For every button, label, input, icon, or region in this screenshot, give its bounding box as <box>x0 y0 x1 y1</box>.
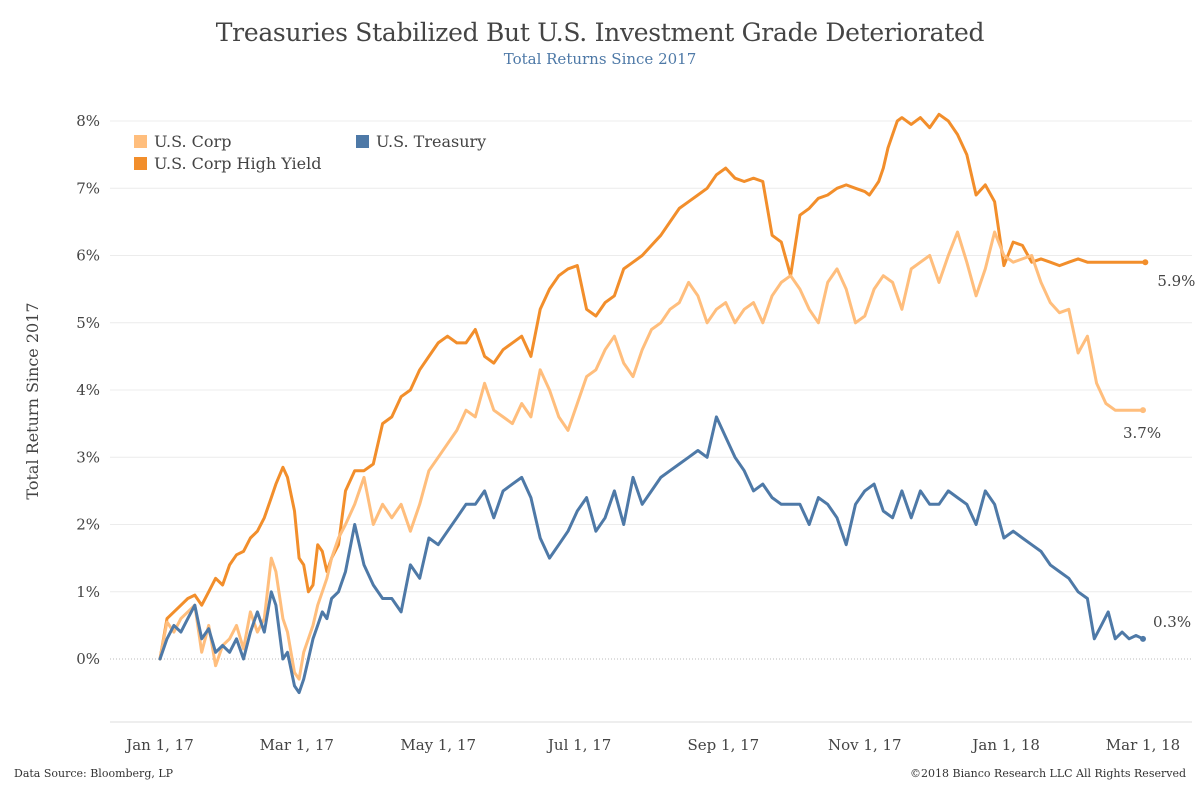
copyright: ©2018 Bianco Research LLC All Rights Res… <box>910 767 1186 780</box>
x-axis-ticks: Jan 1, 17 Mar 1, 17 May 1, 17 Jul 1, 17 Sep … <box>110 721 1192 754</box>
gridlines <box>110 120 1192 593</box>
legend-label-u-s-corp-high-yield: U.S. Corp High Yield <box>154 154 321 173</box>
end-label-u-s-corp: 3.7% <box>1123 424 1161 442</box>
end-labels: 5.9% 3.7% 0.3% <box>1123 259 1195 642</box>
legend-swatch-u-s-treasury <box>356 135 369 148</box>
end-label-u-s-treasury: 0.3% <box>1153 613 1191 631</box>
y-tick-label: 8% <box>76 112 100 130</box>
series-line-u-s-treasury <box>158 415 1145 695</box>
x-tick-label: Jan 1, 18 <box>970 736 1040 754</box>
end-point-u-s-corp <box>1140 407 1146 414</box>
x-tick-label: Mar 1, 18 <box>1106 736 1180 754</box>
end-point-u-s-corp-high-yield <box>1142 259 1149 266</box>
series-lines <box>158 112 1147 695</box>
y-axis-label: Total Return Since 2017 <box>23 302 42 499</box>
end-point-u-s-treasury <box>1140 635 1146 642</box>
y-axis-ticks: 0% 1% 2% 3% 4% 5% 6% 7% 8% <box>76 112 100 668</box>
legend-label-u-s-corp: U.S. Corp <box>154 132 231 151</box>
y-tick-label: 3% <box>76 448 100 466</box>
legend-label-u-s-treasury: U.S. Treasury <box>376 132 486 151</box>
y-tick-label: 0% <box>76 650 100 668</box>
data-source: Data Source: Bloomberg, LP <box>14 767 174 780</box>
legend-swatch-u-s-corp <box>134 135 147 148</box>
x-tick-label: May 1, 17 <box>400 736 476 754</box>
x-tick-label: Jan 1, 17 <box>124 736 194 754</box>
y-tick-label: 6% <box>76 247 100 265</box>
y-tick-label: 2% <box>76 516 100 534</box>
x-tick-label: Nov 1, 17 <box>828 736 902 754</box>
y-tick-label: 7% <box>76 179 100 197</box>
x-tick-label: Sep 1, 17 <box>688 736 760 754</box>
series-line-u-s-corp-high-yield <box>158 112 1147 661</box>
y-tick-label: 1% <box>76 583 100 601</box>
series-line-u-s-corp <box>158 230 1145 681</box>
x-tick-label: Mar 1, 17 <box>260 736 334 754</box>
y-tick-label: 5% <box>76 314 100 332</box>
x-tick-label: Jul 1, 17 <box>546 736 611 754</box>
end-label-u-s-corp-high-yield: 5.9% <box>1157 272 1195 290</box>
chart-title: Treasuries Stabilized But U.S. Investmen… <box>215 18 985 47</box>
legend-swatch-u-s-corp-high-yield <box>134 157 147 170</box>
chart-subtitle: Total Returns Since 2017 <box>503 50 697 68</box>
y-tick-label: 4% <box>76 381 100 399</box>
legend: U.S. Corp U.S. Treasury U.S. Corp High Yie… <box>134 132 486 173</box>
